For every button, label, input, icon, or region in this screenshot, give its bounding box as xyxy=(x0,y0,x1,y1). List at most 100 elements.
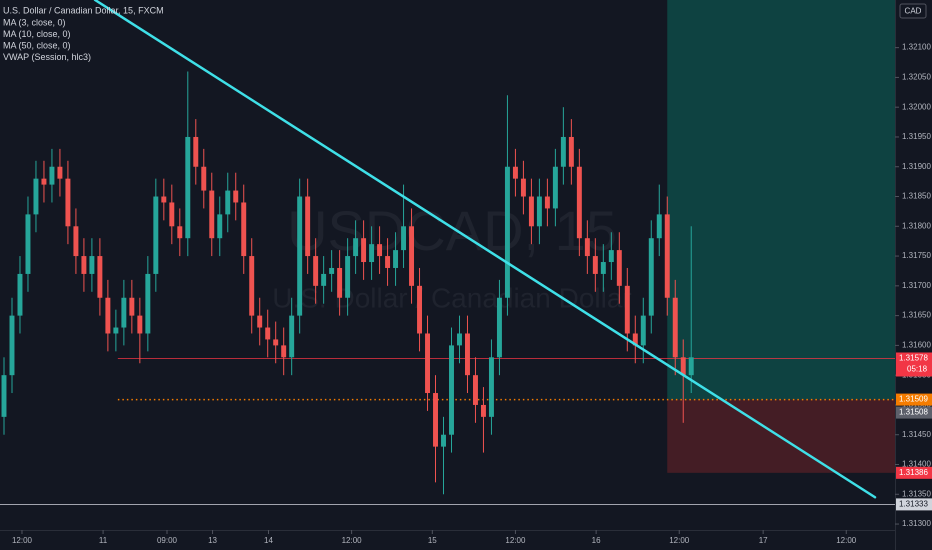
candle-body xyxy=(217,214,223,239)
y-tick-label: 1.31450 xyxy=(902,430,931,439)
y-tick-label: 1.32050 xyxy=(902,73,931,82)
axes: 1.313001.313501.314001.314501.315001.315… xyxy=(12,43,932,545)
candle-body xyxy=(241,202,247,257)
y-tick-label: 1.31700 xyxy=(902,281,931,290)
candle-body xyxy=(528,196,534,227)
price-tag-label: 1.31509 xyxy=(899,395,928,404)
y-tick-label: 1.31300 xyxy=(902,519,931,528)
currency-box[interactable] xyxy=(899,3,927,19)
candle-body xyxy=(592,256,598,274)
plot xyxy=(0,0,895,505)
candle-body xyxy=(632,333,638,346)
candle-body xyxy=(65,178,71,227)
candle-body xyxy=(568,136,574,167)
price-tag xyxy=(896,393,932,406)
candle-body xyxy=(480,404,486,417)
candle-body xyxy=(209,190,215,239)
candle-body xyxy=(121,297,127,328)
candle-body xyxy=(472,375,478,405)
candle-body xyxy=(265,327,271,340)
indicator-label: MA (50, close, 0) xyxy=(3,40,71,50)
price-tag-label: 1.31333 xyxy=(899,500,928,509)
candle-body xyxy=(544,196,550,209)
x-tick-label: 09:00 xyxy=(157,536,178,545)
chart-title: U.S. Dollar / Canadian Dollar, 15, FXCM xyxy=(3,5,164,15)
candle-body xyxy=(401,226,407,251)
candle-body xyxy=(353,238,359,257)
candle-body xyxy=(600,262,606,274)
candle-body xyxy=(169,202,175,227)
watermark-subtitle: U.S. Dollar / Canadian Dollar xyxy=(272,282,632,313)
candle-body xyxy=(536,196,542,227)
candle-body xyxy=(289,315,295,358)
candle-body xyxy=(441,434,446,447)
candle-body xyxy=(504,166,510,298)
price-tag xyxy=(896,352,932,377)
candle-body xyxy=(225,190,231,215)
candle-body xyxy=(305,196,311,257)
candle-body xyxy=(281,345,287,358)
y-tick-label: 1.31800 xyxy=(902,221,931,230)
x-tick-label: 17 xyxy=(759,536,768,545)
candle-body xyxy=(664,214,670,298)
candle-body xyxy=(153,196,159,274)
candle-body xyxy=(89,256,95,274)
candle-body xyxy=(297,196,303,316)
x-tick-label: 16 xyxy=(592,536,601,545)
candle-body xyxy=(49,166,55,185)
candle-body xyxy=(409,226,415,286)
indicator-label: VWAP (Session, hlc3) xyxy=(3,52,91,62)
candle-body xyxy=(73,226,79,257)
candle-body xyxy=(185,136,191,239)
y-tick-label: 1.31750 xyxy=(902,251,931,260)
candle-body xyxy=(640,315,646,346)
candle-body xyxy=(9,315,15,376)
candle-body xyxy=(385,256,391,268)
indicator-label: MA (10, close, 0) xyxy=(3,29,71,39)
y-tick-label: 1.31950 xyxy=(902,132,931,141)
candle-body xyxy=(25,214,31,274)
candle-body xyxy=(97,256,103,298)
candle-body xyxy=(656,214,662,239)
candle-body xyxy=(648,238,654,316)
candle-body xyxy=(608,250,614,263)
candle-body xyxy=(680,357,686,376)
underlay xyxy=(667,0,895,473)
candle-body xyxy=(560,136,566,167)
candle-body xyxy=(273,339,279,346)
candle-body xyxy=(512,166,518,179)
candle-body xyxy=(233,190,239,203)
price-tag-label: 1.31578 xyxy=(899,354,928,363)
candle-body xyxy=(576,166,582,239)
candle-body xyxy=(105,297,111,334)
candle-body xyxy=(161,196,167,203)
candle-body xyxy=(624,285,630,334)
indicator-label: MA (3, close, 0) xyxy=(3,17,66,27)
x-tick-label: 12:00 xyxy=(836,536,857,545)
candle-body xyxy=(313,256,319,286)
candle-body xyxy=(113,327,119,334)
y-tick-label: 1.31400 xyxy=(902,460,931,469)
candle-body xyxy=(496,297,502,358)
profit-zone xyxy=(667,0,895,400)
y-tick-label: 1.31350 xyxy=(902,489,931,498)
price-tag xyxy=(896,498,932,511)
candle-body xyxy=(249,256,255,316)
candle-body xyxy=(449,345,454,435)
candle-body xyxy=(81,256,87,274)
y-tick-label: 1.31900 xyxy=(902,162,931,171)
candle-body xyxy=(337,267,343,298)
currency[interactable]: CAD xyxy=(905,7,922,16)
candle-body xyxy=(145,273,151,334)
candle-body xyxy=(552,166,558,209)
candle-body xyxy=(465,333,470,376)
candle-body xyxy=(417,285,423,334)
y-tick-label: 1.32000 xyxy=(902,102,931,111)
x-tick-label: 13 xyxy=(208,536,217,545)
x-tick-label: 11 xyxy=(99,536,108,545)
candle-body xyxy=(369,244,375,263)
trendline xyxy=(93,0,877,499)
y-tick-label: 1.31650 xyxy=(902,311,931,320)
y-tick-label: 1.31600 xyxy=(902,341,931,350)
candle-body xyxy=(17,273,23,316)
